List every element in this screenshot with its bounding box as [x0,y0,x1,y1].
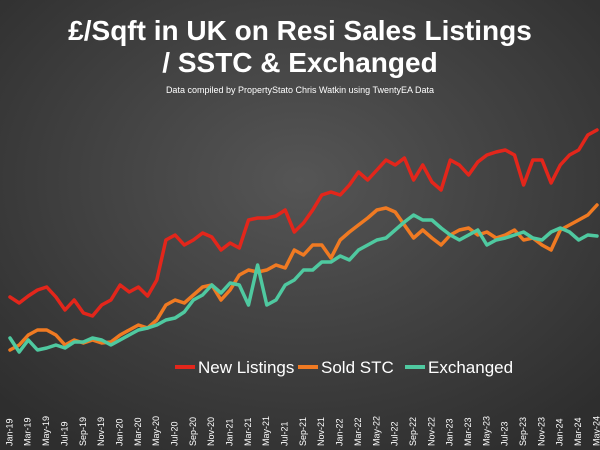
x-tick-label: Sep-19 [78,417,88,446]
x-tick-label: Nov-23 [536,417,546,446]
chart-title: / SSTC & Exchanged [162,47,437,78]
x-tick-label: Mar-23 [463,417,473,446]
x-tick-label: Mar-22 [353,417,363,446]
x-tick-label: May-22 [371,416,381,446]
x-tick-label: Jan-19 [4,418,14,446]
x-tick-label: Jan-20 [114,418,124,446]
x-tick-label: Jan-22 [335,418,345,446]
legend-label: Sold STC [321,358,394,377]
x-tick-label: Jan-24 [555,418,565,446]
x-tick-label: May-24 [591,416,600,446]
chart-title: £/Sqft in UK on Resi Sales Listings [68,15,532,46]
x-tick-label: Jul-22 [390,421,400,446]
series-line [8,128,599,318]
x-tick-label: Mar-19 [23,417,33,446]
x-tick-label: Jan-23 [445,418,455,446]
x-tick-label: Nov-20 [206,417,216,446]
x-tick-label: Mar-24 [573,417,583,446]
x-tick-label: Jul-19 [59,421,69,446]
x-tick-label: Jul-20 [169,421,179,446]
series-line [8,213,599,354]
x-tick-label: Sep-22 [408,417,418,446]
x-tick-label: May-23 [481,416,491,446]
x-tick-label: Nov-21 [316,417,326,446]
x-tick-label: Mar-21 [243,417,253,446]
x-tick-label: Sep-21 [298,417,308,446]
x-tick-label: May-20 [151,416,161,446]
x-tick-label: May-21 [261,416,271,446]
x-tick-label: Jul-23 [500,421,510,446]
x-tick-label: Nov-22 [426,417,436,446]
legend-label: Exchanged [428,358,513,377]
x-tick-label: Jul-21 [280,421,290,446]
x-tick-label: Sep-23 [518,417,528,446]
x-tick-label: Jan-21 [225,418,235,446]
chart-subtitle: Data compiled by PropertyStato Chris Wat… [166,85,434,95]
x-tick-label: Nov-19 [96,417,106,446]
legend-label: New Listings [198,358,294,377]
x-tick-label: May-19 [41,416,51,446]
x-tick-label: Sep-20 [188,417,198,446]
x-tick-label: Mar-20 [133,417,143,446]
